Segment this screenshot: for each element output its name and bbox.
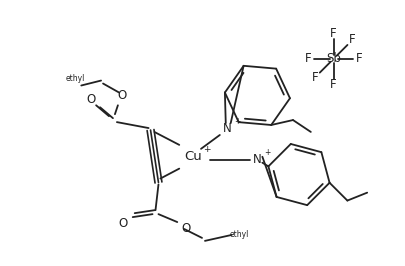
- Text: N: N: [224, 122, 232, 135]
- Text: O: O: [87, 93, 96, 106]
- Text: Cu: Cu: [184, 150, 202, 163]
- Text: O: O: [117, 89, 126, 102]
- Text: F: F: [330, 27, 337, 40]
- Text: O: O: [118, 217, 128, 230]
- Text: F: F: [311, 71, 318, 84]
- Text: +: +: [264, 148, 271, 157]
- Text: F: F: [305, 52, 311, 65]
- Text: F: F: [356, 52, 362, 65]
- Text: ethyl: ethyl: [66, 74, 85, 83]
- Text: +: +: [234, 117, 241, 126]
- Text: O: O: [181, 222, 191, 235]
- Text: Sb: Sb: [326, 52, 341, 65]
- Text: F: F: [330, 78, 337, 91]
- Text: N: N: [253, 153, 262, 166]
- Text: F: F: [349, 34, 356, 47]
- Text: ethyl: ethyl: [230, 230, 249, 239]
- Text: +: +: [203, 145, 211, 154]
